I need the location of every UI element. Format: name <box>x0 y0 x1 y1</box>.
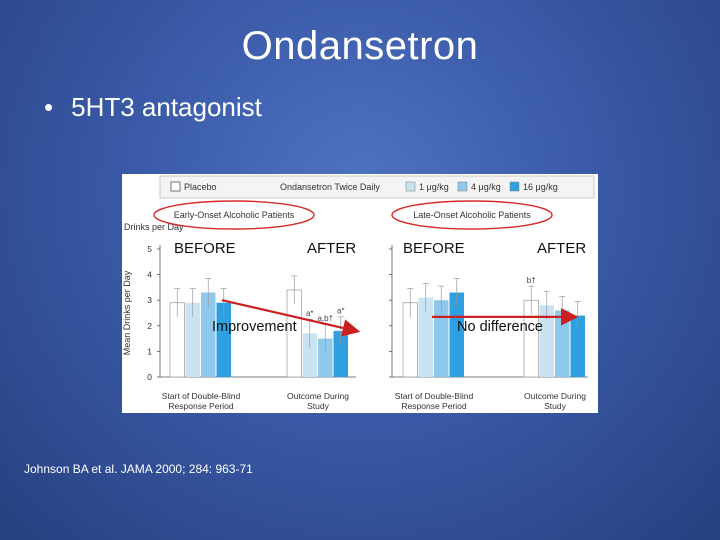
significance-annotation: a* <box>306 309 314 318</box>
x-tick-label: Study <box>307 401 329 411</box>
y-axis-top-label: Drinks per Day <box>124 222 184 232</box>
y-tick-label: 5 <box>147 244 152 254</box>
y-axis-label: Mean Drinks per Day <box>122 270 132 355</box>
panel-title-2: Late-Onset Alcoholic Patients <box>413 210 531 220</box>
slide-title: Ondansetron <box>241 24 479 68</box>
panel-title-circle-1 <box>153 200 315 230</box>
x-tick-label: Response Period <box>401 401 466 411</box>
bullet-item: • 5HT3 antagonist <box>44 92 262 123</box>
bullet-text: 5HT3 antagonist <box>71 92 262 122</box>
bar-1gkg <box>539 305 554 377</box>
legend-label-placebo: Placebo <box>184 182 217 192</box>
significance-annotation: a* <box>337 307 345 316</box>
y-tick-label: 2 <box>147 321 152 331</box>
no-difference-label: No difference <box>457 319 543 335</box>
legend-box <box>159 175 595 199</box>
left-after-label: AFTER <box>307 240 357 257</box>
bar-16gkg <box>333 330 348 377</box>
bar-4gkg <box>434 300 449 377</box>
bar-1gkg <box>418 297 433 377</box>
bar-1gkg <box>185 302 200 377</box>
x-tick-label: Study <box>544 401 566 411</box>
significance-annotation: a,b† <box>317 314 333 323</box>
y-tick-label: 0 <box>147 372 152 382</box>
legend-label-dose-2: 4 μg/kg <box>471 182 501 192</box>
legend-group-label: Ondansetron Twice Daily <box>280 182 380 192</box>
bar-4gkg <box>201 292 216 377</box>
panel-title-1: Early-Onset Alcoholic Patients <box>174 210 295 220</box>
legend-label-dose-1: 1 μg/kg <box>419 182 449 192</box>
x-tick-label: Start of Double-Blind <box>395 391 474 401</box>
y-tick-label: 3 <box>147 295 152 305</box>
bar-16gkg <box>570 315 585 377</box>
bar-16gkg <box>449 292 464 377</box>
right-after-label: AFTER <box>537 240 587 257</box>
chart: Placebo Ondansetron Twice Daily 1 μg/kg 4 μ… <box>122 175 595 411</box>
bar-16gkg <box>216 302 231 377</box>
bullet-icon: • <box>44 92 54 122</box>
bar-4gkg <box>555 310 570 377</box>
left-before-label: BEFORE <box>174 240 236 257</box>
x-tick-label: Outcome During <box>287 391 349 401</box>
right-before-label: BEFORE <box>403 240 465 257</box>
significance-annotation: b† <box>527 276 536 285</box>
x-tick-label: Outcome During <box>524 391 586 401</box>
bar-4gkg <box>318 338 333 377</box>
legend-swatch-placebo <box>170 181 181 192</box>
legend-swatch-dose-1 <box>405 181 416 192</box>
improvement-arrow <box>221 299 361 337</box>
x-tick-label: Start of Double-Blind <box>162 391 241 401</box>
legend-label-dose-3: 16 μg/kg <box>523 182 558 192</box>
bar-1gkg <box>302 333 317 377</box>
y-tick-label: 4 <box>147 270 152 280</box>
legend-swatch-dose-3 <box>509 181 520 192</box>
chart-figure: Placebo Ondansetron Twice Daily 1 μg/kg 4 μ… <box>122 174 598 413</box>
x-tick-label: Response Period <box>168 401 233 411</box>
citation: Johnson BA et al. JAMA 2000; 284: 963-71 <box>24 462 253 476</box>
improvement-label: Improvement <box>212 319 297 335</box>
panel-title-circle-2 <box>391 200 553 230</box>
legend-swatch-dose-2 <box>457 181 468 192</box>
y-tick-label: 1 <box>147 346 152 356</box>
